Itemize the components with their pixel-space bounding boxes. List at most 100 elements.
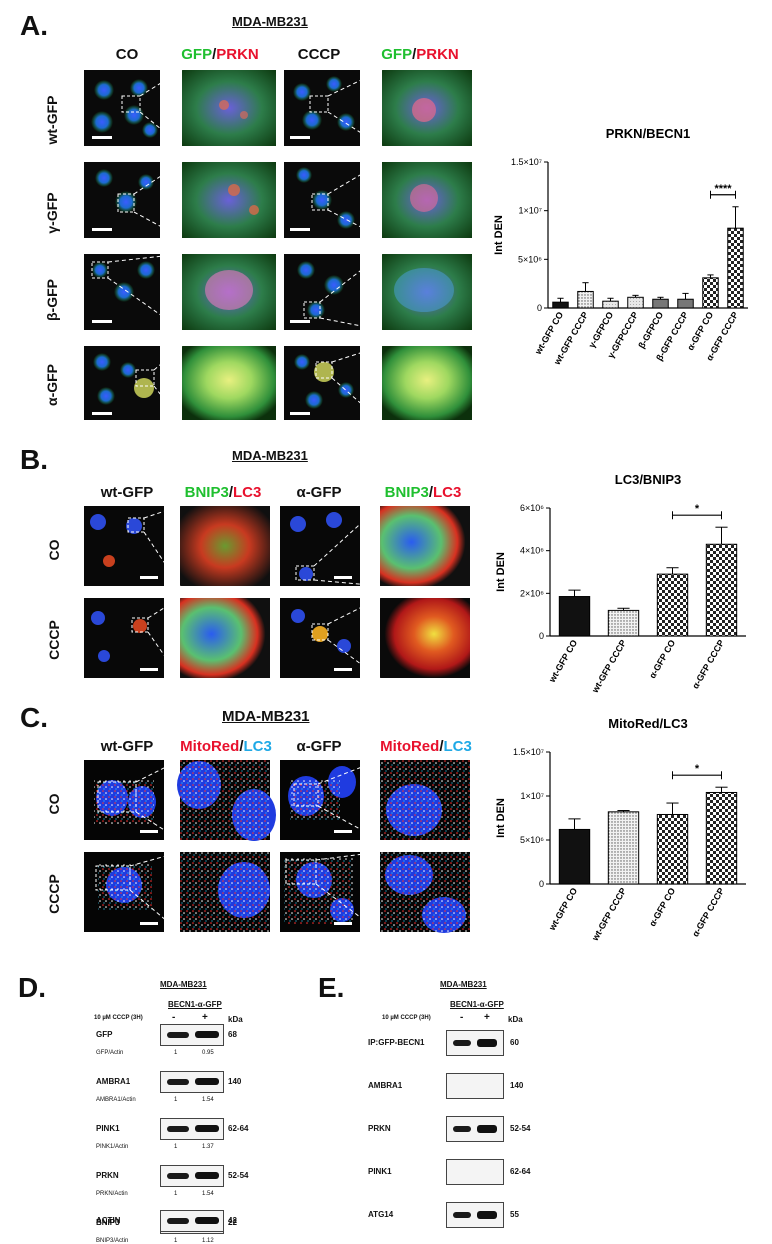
micrograph-c-alpha-cccp-zoom xyxy=(380,852,470,933)
panel-d-kda-header: kDa xyxy=(228,1015,243,1024)
cb-xlabel-1: wt-GFP CCCP xyxy=(589,638,628,695)
panel-c-row-cccp: CCCP xyxy=(46,874,62,914)
panel-d-ratio-minus-3: 1 xyxy=(174,1191,178,1197)
panel-d-blot-label-0: GFP xyxy=(96,1030,113,1039)
cc-ytick-label-2: 1×10⁷ xyxy=(520,791,544,801)
panel-e-blot-2 xyxy=(446,1116,504,1142)
panel-e-blot-label-2: PRKN xyxy=(368,1124,391,1133)
zoom-connectors-a xyxy=(107,70,383,420)
panel-d-band-minus-5 xyxy=(167,1218,189,1224)
panel-c-cell-line: MDA-MB231 xyxy=(222,708,310,725)
micrograph-wt-cccp-zoom xyxy=(382,70,472,146)
micrograph-c-wt-cccp xyxy=(84,852,164,932)
panel-d-blot-label-5: ACTIN xyxy=(96,1216,121,1225)
panel-e-blot-label-0: IP:GFP-BECN1 xyxy=(368,1038,425,1047)
panel-a-row-alpha: α-GFP xyxy=(44,363,60,407)
panel-d-blot-kda-5: 42 xyxy=(228,1216,237,1225)
micrograph-gamma-cccp xyxy=(284,162,360,238)
cb-xlabel-0: wt-GFP CO xyxy=(546,638,579,685)
micrograph-wt-co-zoom xyxy=(182,70,276,146)
micrograph-beta-cccp xyxy=(284,254,360,330)
panel-d-band-minus-2 xyxy=(167,1126,189,1132)
ca-sig-label: **** xyxy=(714,183,732,195)
micrograph-b-wt-co xyxy=(84,506,164,586)
micrograph-c-alpha-co xyxy=(280,760,360,840)
panel-a-col-co: CO xyxy=(115,46,139,63)
panel-d-band-plus-0 xyxy=(195,1031,219,1038)
panel-e-band-minus-2 xyxy=(453,1126,471,1132)
panel-e-band-plus-4 xyxy=(477,1211,497,1219)
panel-e-band-minus-4 xyxy=(453,1212,471,1218)
cc-ytick-label-1: 5×10⁶ xyxy=(520,835,544,845)
cb-ytick-label-1: 2×10⁶ xyxy=(520,588,544,598)
panel-e-blot-label-1: AMBRA1 xyxy=(368,1081,403,1090)
panel-e-construct: BECN1-α-GFP xyxy=(450,1000,504,1009)
cb-ylabel: Int DEN xyxy=(495,552,507,592)
cb-bar-1 xyxy=(607,609,640,637)
ca-ytick-label-1: 5×10⁶ xyxy=(518,254,542,264)
panel-d-band-plus-5 xyxy=(195,1217,219,1224)
cc-ylabel: Int DEN xyxy=(495,798,507,838)
panel-a-col-cccp: CCCP xyxy=(297,46,341,63)
panel-b-cell-line: MDA-MB231 xyxy=(232,448,308,463)
panel-e-blot-kda-1: 140 xyxy=(510,1081,524,1090)
panel-d-blot-kda-1: 140 xyxy=(228,1077,242,1086)
panel-d-ratio-minus-0: 1 xyxy=(174,1050,178,1056)
panel-d-minus: - xyxy=(172,1012,176,1023)
cb-ytick-label-0: 0 xyxy=(539,631,544,641)
ca-bar-0 xyxy=(552,301,569,309)
micrograph-b-alpha-co-zoom xyxy=(380,506,470,586)
panel-d-blot-0 xyxy=(160,1024,224,1046)
micrograph-alpha-cccp-zoom xyxy=(382,346,472,420)
panel-e-blot-label-4: ATG14 xyxy=(368,1210,394,1219)
ca-bar-3 xyxy=(627,296,644,309)
panel-e-treatment: 10 µM CCCP (3H) xyxy=(382,1015,431,1021)
panel-d-blot-kda-4: 22 xyxy=(228,1218,237,1227)
panel-c-col-merge-1: MitoRed/LC3 xyxy=(180,738,272,755)
panel-d-blot-kda-2: 62-64 xyxy=(228,1124,249,1133)
chart-mitored-lc3: MitoRed/LC3 Int DEN 0 5×10⁶ 1×10⁷ 1.5×10⁷ wt-G… xyxy=(495,716,746,943)
ca-ylabel: Int DEN xyxy=(493,215,505,255)
ca-bar-5 xyxy=(677,298,694,309)
panel-b-row-cccp: CCCP xyxy=(46,620,62,660)
panel-b-col-alpha: α-GFP xyxy=(296,484,342,501)
ca-ytick-label-3: 1.5×10⁷ xyxy=(511,157,542,167)
panel-d-blot-5 xyxy=(160,1210,224,1232)
chart-lc3-bnip3: LC3/BNIP3 Int DEN 0 2×10⁶ 4×10⁶ 6×10⁶ wt-GFP C… xyxy=(495,472,746,695)
panel-d-band-plus-2 xyxy=(195,1125,219,1132)
panel-e-blot-4 xyxy=(446,1202,504,1228)
cc-bar-0 xyxy=(558,828,591,885)
panel-c-col-alpha: α-GFP xyxy=(296,738,342,755)
panel-d-ratio-plus-0: 0.95 xyxy=(202,1050,214,1056)
panel-e-blot-kda-2: 52-54 xyxy=(510,1124,531,1133)
micrograph-b-wt-co-zoom xyxy=(180,506,270,586)
cb-bar-3 xyxy=(705,543,738,637)
micrograph-gamma-cccp-zoom xyxy=(382,162,472,238)
micrograph-gamma-co xyxy=(84,162,160,238)
panel-d-ratio-minus-4: 1 xyxy=(174,1238,178,1244)
panel-d-ratio-label-1: AMBRA1/Actin xyxy=(96,1097,136,1103)
panel-b-col-wt: wt-GFP xyxy=(100,484,154,501)
panel-e-band-minus-0 xyxy=(453,1040,471,1046)
panel-letter-d: D. xyxy=(18,972,46,1003)
cc-xlabel-1: wt-GFP CCCP xyxy=(589,886,628,943)
panel-d-ratio-plus-1: 1.54 xyxy=(202,1097,214,1103)
cb-bar-0 xyxy=(558,596,591,637)
micrograph-c-alpha-co-zoom xyxy=(380,760,470,840)
panel-a-col-merge-2: GFP/PRKN xyxy=(381,46,459,63)
ca-bar-2 xyxy=(602,300,619,309)
micrograph-alpha-cccp xyxy=(284,346,360,420)
panel-a-col-merge-1: GFP/PRKN xyxy=(181,46,259,63)
panel-d-blot-kda-0: 68 xyxy=(228,1030,237,1039)
panel-letter-b: B. xyxy=(20,444,48,475)
panel-b-col-merge-2: BNIP3/LC3 xyxy=(384,484,462,501)
cc-ytick-label-0: 0 xyxy=(539,879,544,889)
micrograph-alpha-co-zoom xyxy=(182,346,276,420)
cc-xlabel-0: wt-GFP CO xyxy=(546,886,579,933)
ca-bar-7 xyxy=(727,227,744,309)
cb-ytick-label-3: 6×10⁶ xyxy=(520,503,544,513)
micrograph-b-alpha-cccp xyxy=(280,598,360,678)
panel-c-col-merge-2: MitoRed/LC3 xyxy=(380,738,472,755)
panel-d-band-plus-3 xyxy=(195,1172,219,1179)
panel-e-minus: - xyxy=(460,1012,464,1023)
